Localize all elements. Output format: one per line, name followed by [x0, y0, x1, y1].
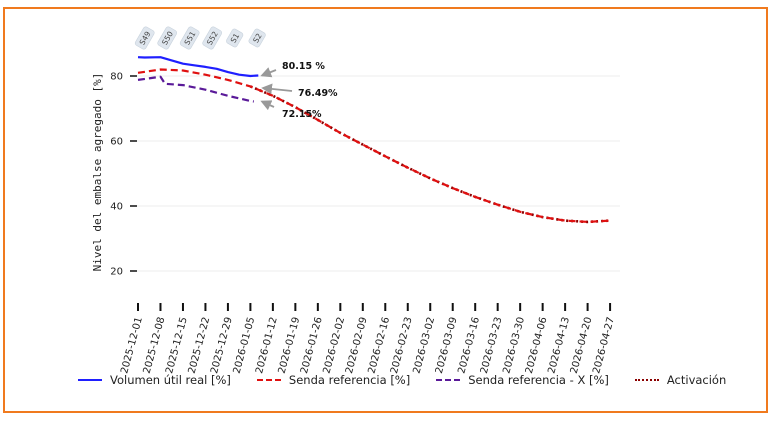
annotation-label: 80.15 %: [282, 61, 325, 72]
y-tick-label: 80: [110, 72, 123, 83]
x-tick-label: 2026-02-09: [344, 316, 370, 375]
x-tick-label: 2026-02-16: [367, 316, 393, 375]
y-tick-label: 20: [110, 267, 123, 278]
x-tick-label: 2026-01-12: [254, 316, 280, 375]
x-tick-label: 2026-03-23: [479, 316, 505, 375]
x-tick-label: 2025-12-08: [142, 316, 168, 375]
annotations: 80.15 % 76.49% 72.15%: [260, 61, 338, 120]
x-tick-label: 2025-12-01: [119, 316, 145, 375]
x-tick-label: 2026-04-20: [569, 316, 595, 375]
annotation-label: 72.15%: [282, 109, 322, 120]
legend-label: Senda referencia - X [%]: [468, 373, 609, 387]
legend: Volumen útil real [%] Senda referencia […: [78, 373, 752, 387]
x-tick-label: 2026-03-02: [411, 316, 437, 375]
annotation-arrow: [260, 100, 275, 111]
week-labels: S49 S50 S51 S52 S1 S2: [134, 26, 266, 50]
legend-label: Senda referencia [%]: [288, 373, 411, 387]
week-label-box: [179, 26, 200, 50]
legend-label: Volumen útil real [%]: [110, 373, 231, 387]
series-lines: [137, 56, 611, 224]
x-tick-label: 2025-12-15: [164, 316, 190, 375]
legend-item-senda-referencia[interactable]: Senda referencia [%]: [256, 373, 411, 387]
annotation-arrow: [261, 83, 293, 95]
x-tick-label: 2026-01-05: [232, 316, 258, 375]
x-tick-label: 2026-01-26: [299, 316, 325, 375]
x-tick-label: 2026-03-16: [456, 316, 482, 375]
legend-item-senda-referencia-x[interactable]: Senda referencia - X [%]: [436, 373, 609, 387]
y-axis-label: Nivel del embalse agregado [%]: [91, 73, 104, 272]
series-line-senda-referencia-x: [137, 75, 254, 103]
legend-swatch-dashed: [436, 379, 461, 381]
annotation-arrow: [260, 67, 277, 78]
week-label-box: [157, 26, 178, 50]
x-tick-label: 2026-03-30: [501, 316, 527, 375]
annotation-label: 76.49%: [298, 88, 338, 99]
y-tick-label: 40: [110, 202, 123, 213]
week-label-text: S2: [251, 32, 264, 45]
legend-swatch-dashed: [256, 379, 281, 381]
y-tick-label: 60: [110, 137, 123, 148]
week-label-box: [134, 26, 155, 50]
x-tick-label: 2026-01-19: [277, 316, 303, 375]
week-label: S1: [226, 28, 244, 48]
x-tick-label: 2026-03-09: [434, 316, 460, 375]
x-tick-label: 2026-02-23: [389, 316, 415, 375]
legend-item-activacion[interactable]: Activación: [634, 373, 727, 387]
week-label: S2: [248, 28, 266, 48]
series-line-activaci-n: [249, 85, 611, 224]
legend-label: Activación: [666, 373, 727, 387]
week-label: S49: [134, 26, 155, 50]
x-tick-label: 2025-12-22: [187, 316, 213, 375]
x-tick-label: 2026-02-02: [322, 316, 348, 375]
week-label-box: [248, 28, 266, 48]
week-label: S52: [202, 26, 223, 50]
x-tick-label: 2026-04-27: [591, 316, 617, 375]
y-axis: 20 40 60 80: [110, 72, 137, 278]
x-tick-label: 2026-04-06: [524, 316, 550, 375]
week-label: S50: [157, 26, 178, 50]
legend-swatch-dotted: [634, 379, 659, 381]
grid-lines: [130, 75, 620, 272]
week-label-box: [226, 28, 244, 48]
x-axis: 2025-12-012025-12-082025-12-152025-12-22…: [119, 303, 617, 375]
chart-frame: [3, 7, 768, 413]
legend-swatch-solid: [78, 379, 102, 381]
series-line-volumen-til-real: [137, 56, 259, 78]
legend-item-volumen-util-real[interactable]: Volumen útil real [%]: [78, 373, 231, 387]
x-tick-label: 2025-12-29: [209, 316, 235, 375]
series-line-senda-referencia: [137, 68, 611, 223]
x-tick-label: 2026-04-13: [546, 316, 572, 375]
week-label-text: S1: [229, 32, 242, 45]
week-label-box: [202, 26, 223, 50]
week-label: S51: [179, 26, 200, 50]
